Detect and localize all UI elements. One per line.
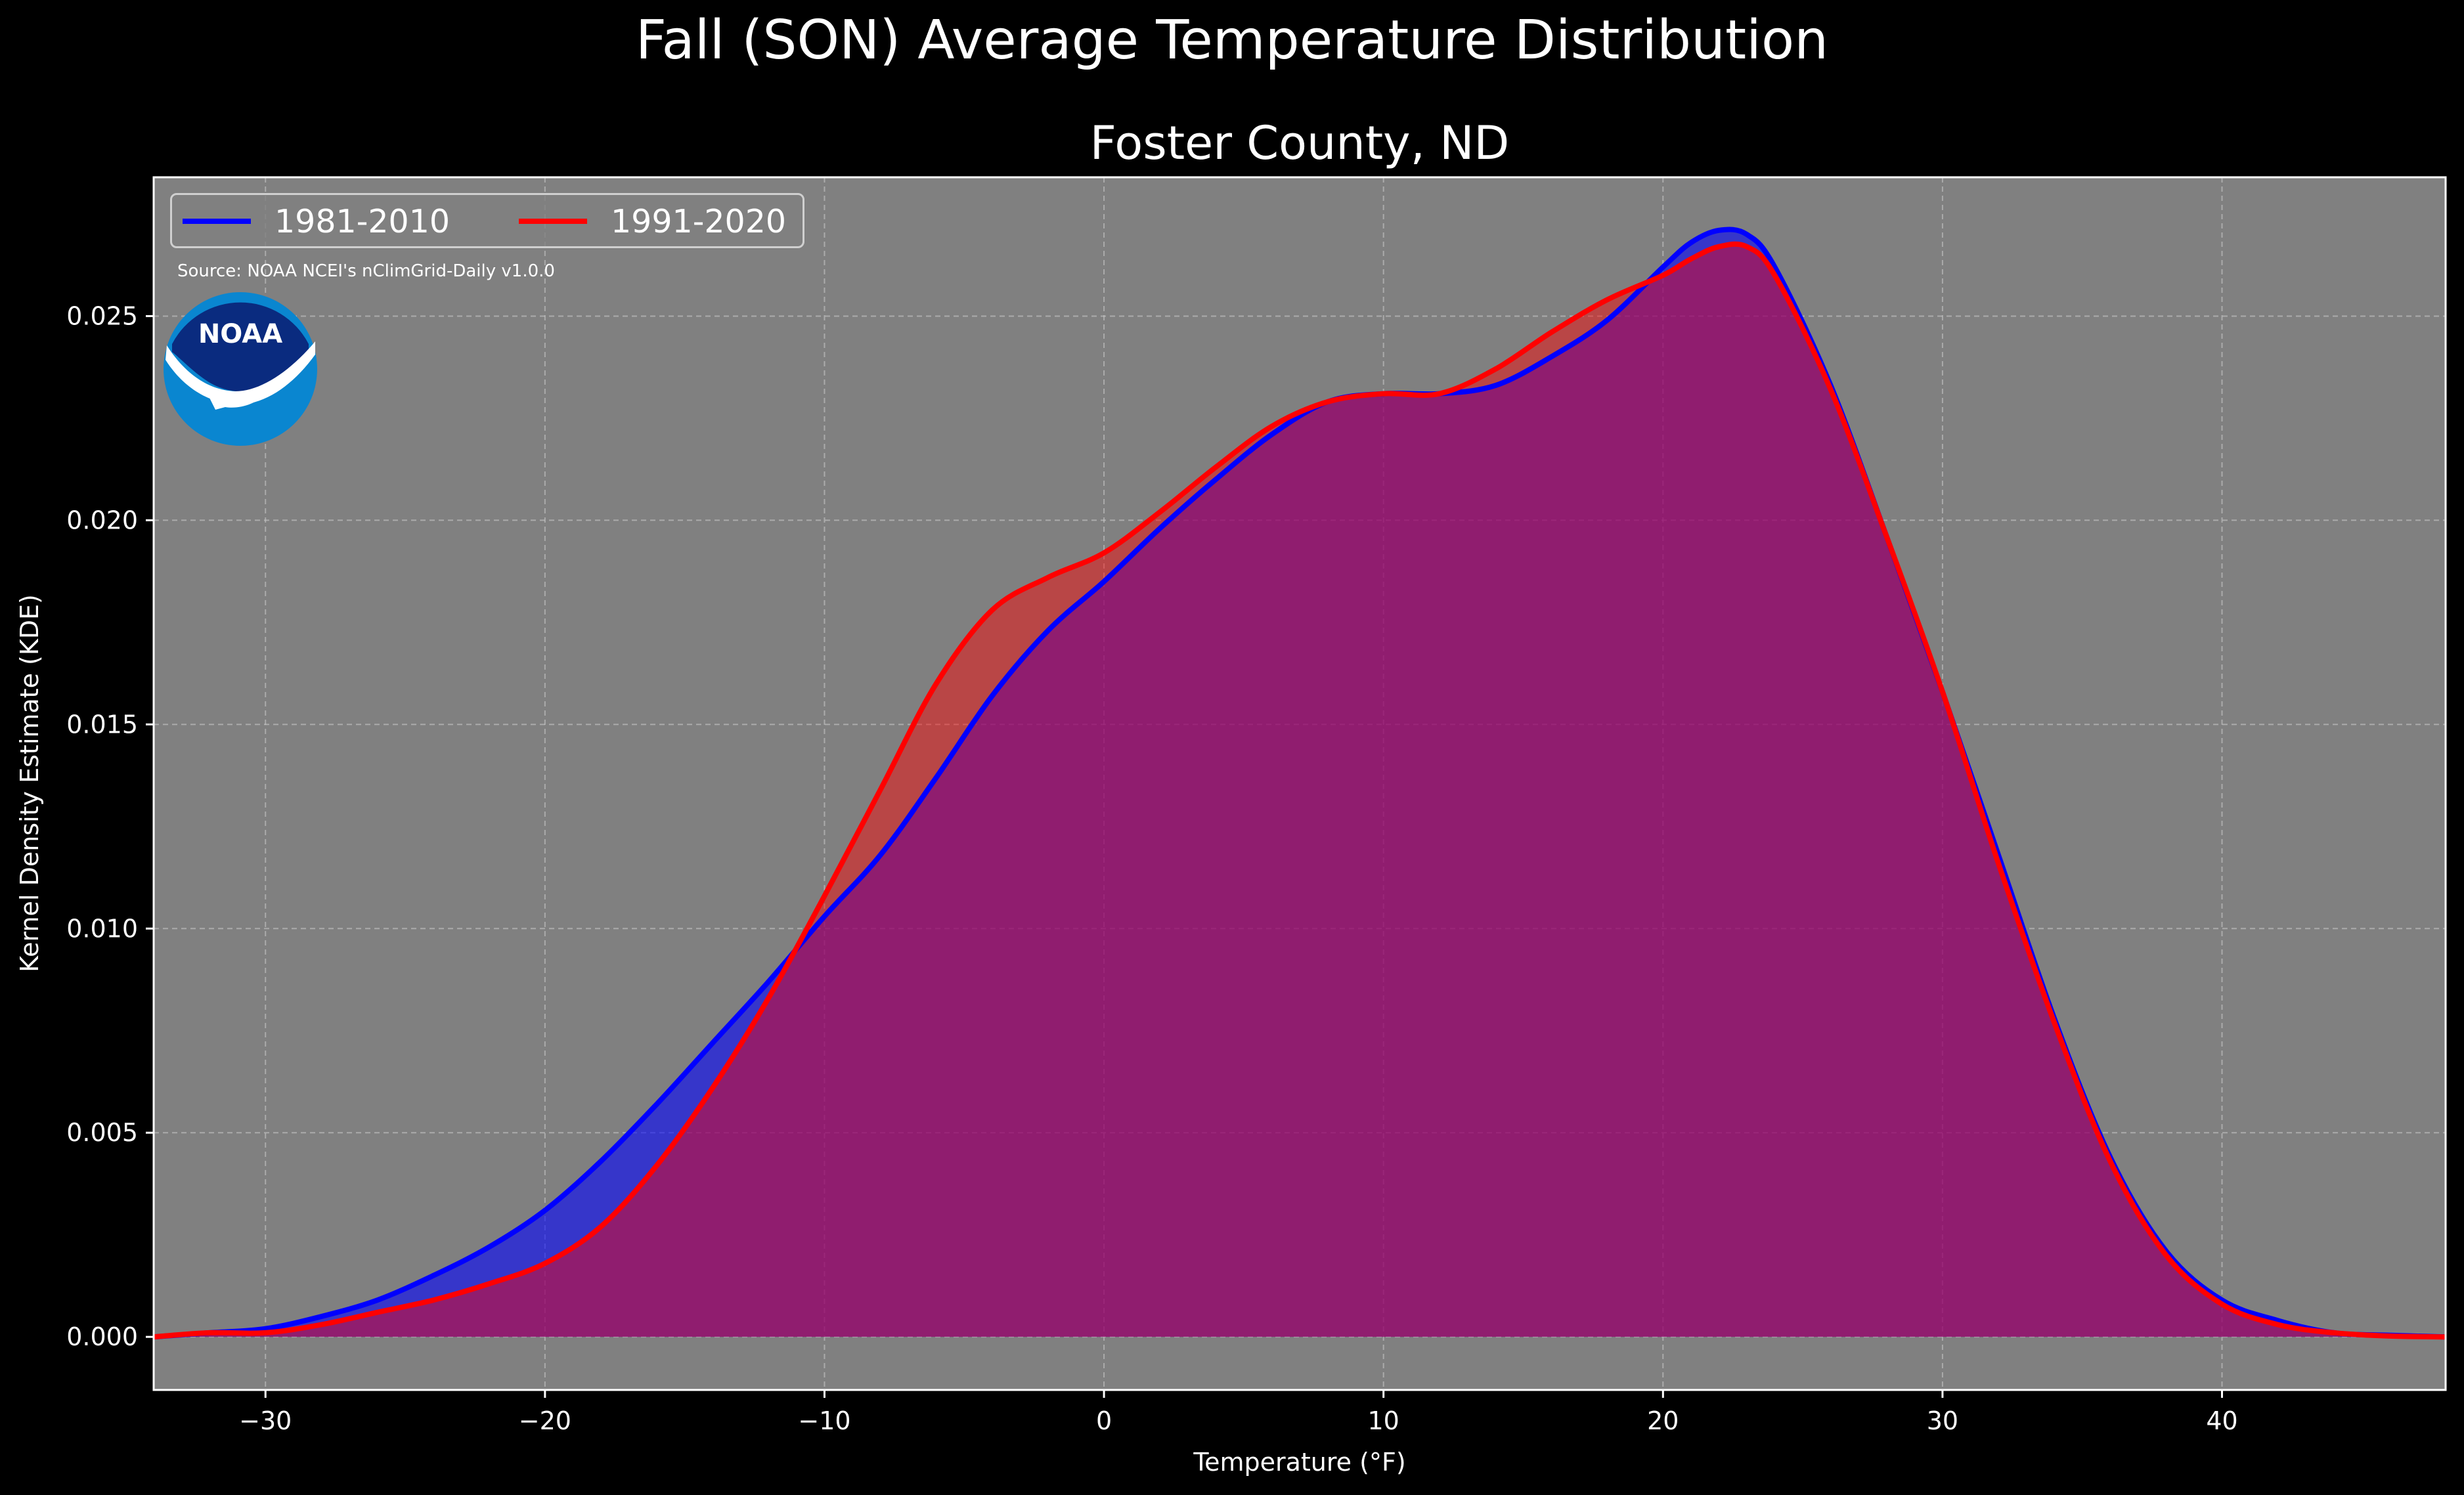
x-tick-label: 30 xyxy=(1927,1406,1958,1435)
x-tick-label: 20 xyxy=(1647,1406,1679,1435)
legend-item-1991-2020: 1991-2020 xyxy=(519,202,786,241)
x-axis-label: Temperature (°F) xyxy=(1193,1448,1405,1477)
x-tick-label: 40 xyxy=(2206,1406,2237,1435)
y-tick-label: 0.025 xyxy=(66,301,138,330)
noaa-logo: NOAA xyxy=(164,292,317,446)
y-tick-label: 0.005 xyxy=(66,1118,138,1147)
series-line-1991-2020 xyxy=(153,241,2446,1340)
y-axis-label: Kernel Density Estimate (KDE) xyxy=(15,594,44,972)
y-tick-label: 0.015 xyxy=(66,710,138,739)
x-tick-label: 10 xyxy=(1368,1406,1399,1435)
x-axis-ticks: −30 −20 −10 0 10 20 30 40 xyxy=(239,1390,2238,1435)
series-fill-1991-2020 xyxy=(154,244,2446,1337)
legend-label-1991-2020: 1991-2020 xyxy=(611,202,787,240)
y-tick-label: 0.000 xyxy=(66,1322,138,1351)
series-fill-1981-2010 xyxy=(154,229,2446,1337)
source-note: Source: NOAA NCEI's nClimGrid-Daily v1.0… xyxy=(177,261,555,281)
chart-title: Foster County, ND xyxy=(1090,116,1510,170)
x-tick-label: −10 xyxy=(798,1406,850,1435)
legend-label-1981-2010: 1981-2010 xyxy=(275,202,451,240)
x-tick-label: 0 xyxy=(1096,1406,1112,1435)
series-fills xyxy=(154,229,2446,1337)
chart-suptitle: Fall (SON) Average Temperature Distribut… xyxy=(635,9,1829,72)
legend-swatch-1991-2020 xyxy=(519,219,587,224)
x-tick-label: −30 xyxy=(239,1406,292,1435)
y-tick-label: 0.010 xyxy=(66,914,138,943)
legend-item-1981-2010: 1981-2010 xyxy=(183,202,450,241)
y-tick-label: 0.020 xyxy=(66,506,138,534)
legend-swatch-1981-2010 xyxy=(183,219,251,224)
y-axis-ticks: 0.000 0.005 0.010 0.015 0.020 0.025 xyxy=(66,301,154,1351)
x-tick-label: −20 xyxy=(519,1406,571,1435)
plot-frame xyxy=(152,176,2447,1391)
series-lines xyxy=(153,227,2446,1340)
noaa-logo-text: NOAA xyxy=(198,319,282,349)
chart-legend: 1981-2010 1991-2020 xyxy=(170,193,804,248)
